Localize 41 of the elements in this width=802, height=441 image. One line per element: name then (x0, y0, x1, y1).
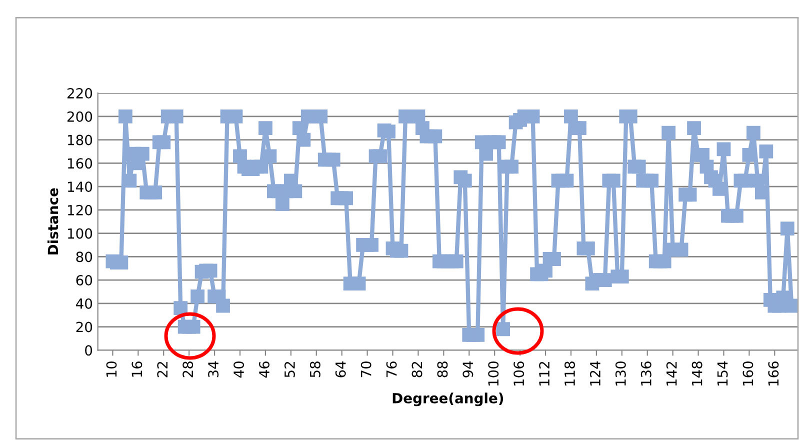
x-tick-label: 124 (590, 361, 600, 386)
x-tick-label: 88 (437, 362, 448, 378)
x-tick-label: 70 (360, 361, 372, 378)
y-tick-label: 100 (68, 228, 92, 239)
y-tick-label: 0 (85, 345, 92, 356)
y-tick-label: 200 (67, 111, 92, 122)
x-tick-label: 94 (462, 361, 474, 378)
y-tick-label: 20 (76, 322, 92, 332)
y-tick-label: 40 (76, 298, 92, 309)
x-tick-label: 118 (564, 362, 576, 386)
x-axis-title: Degree(angle) (392, 392, 504, 406)
x-tick-label: 40 (234, 361, 244, 378)
y-axis-title: Distance (47, 188, 58, 254)
y-tick-label: 220 (67, 88, 92, 99)
x-tick-label: 82 (412, 362, 422, 378)
x-tick-label: 46 (258, 361, 270, 378)
x-tick-label: 52 (284, 362, 295, 378)
x-tick-label: 106 (514, 361, 524, 386)
x-tick-label: 64 (335, 361, 346, 378)
y-tick-label: 180 (68, 134, 92, 146)
x-tick-label: 28 (182, 362, 194, 378)
y-tick-label: 60 (76, 275, 92, 286)
x-tick-label: 100 (488, 361, 499, 386)
x-tick-label: 58 (310, 362, 320, 378)
x-tick-label: 112 (539, 362, 550, 386)
x-tick-label: 160 (742, 361, 754, 386)
x-tick-label: 34 (208, 361, 219, 378)
x-tick-label: 10 (106, 361, 117, 377)
x-tick-label: 154 (717, 361, 728, 386)
x-tick-label: 76 (386, 361, 397, 378)
x-tick-label: 130 (615, 361, 626, 386)
x-tick-label: 22 (157, 362, 168, 378)
x-tick-label: 148 (692, 362, 702, 386)
x-tick-label: 16 (132, 361, 142, 377)
x-tick-label: 136 (640, 361, 652, 386)
x-tick-label: 166 (768, 361, 779, 386)
y-tick-label: 120 (68, 204, 92, 216)
x-tick-label: 142 (666, 362, 677, 386)
y-tick-label: 80 (76, 252, 92, 262)
y-tick-label: 140 (68, 182, 92, 192)
y-tick-label: 160 (68, 158, 92, 169)
